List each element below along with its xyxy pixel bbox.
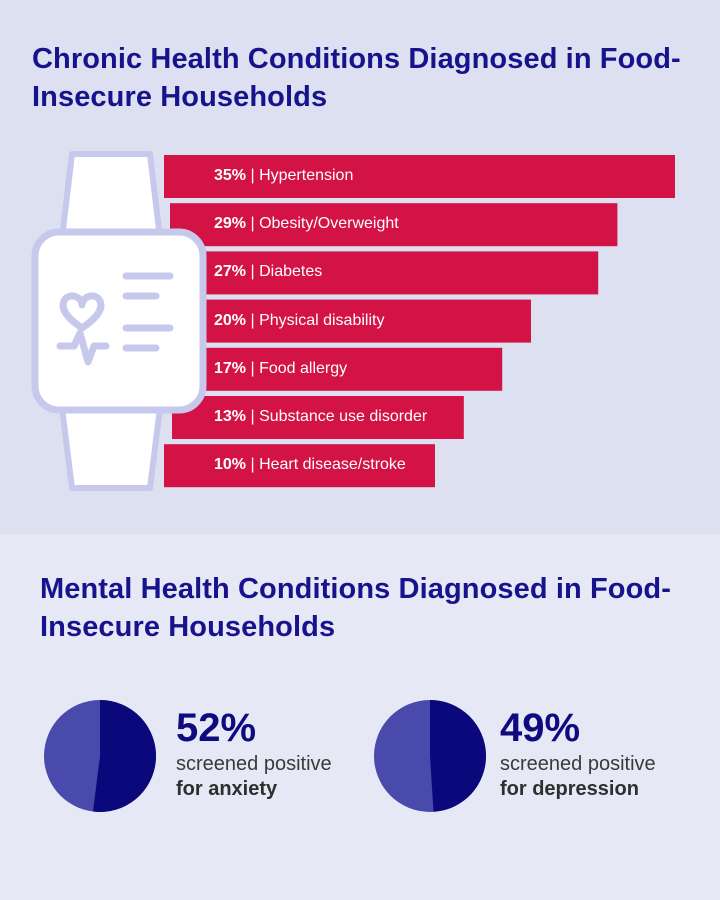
- bar-physical-disability: [204, 299, 531, 343]
- anxiety-percent: 52%: [176, 706, 257, 750]
- anxiety-condition: for anxiety: [176, 778, 278, 800]
- heart-icon: [59, 292, 105, 332]
- depression-stat: 49% screened positive for depression: [370, 700, 700, 820]
- bar-label: 17% | Food allergy: [214, 359, 347, 379]
- bar-food-allergy: [168, 347, 503, 391]
- bar-value-label: 17%: [214, 359, 247, 377]
- bar-value-label: 35%: [214, 167, 247, 184]
- bar-category-label: | Hypertension: [246, 167, 354, 184]
- bar-value-label: 13%: [214, 408, 247, 425]
- bar-label: 27% | Diabetes: [214, 262, 322, 282]
- anxiety-caption: screened positive: [176, 753, 332, 775]
- bar-substance-use-disorder: [172, 396, 464, 439]
- bar-category-label: | Food allergy: [246, 359, 348, 377]
- bar-label: 13% | Substance use disorder: [214, 407, 427, 427]
- bar-category-label: | Substance use disorder: [246, 408, 428, 425]
- bar-label: 35% | Hypertension: [214, 166, 353, 186]
- bar-value-label: 29%: [214, 215, 247, 233]
- bar-category-label: | Obesity/Overweight: [246, 215, 399, 233]
- bar-label: 10% | Heart disease/stroke: [214, 455, 406, 475]
- watch-face: [31, 228, 207, 414]
- depression-caption: screened positive: [500, 753, 656, 775]
- bar-obesity-overweight: [170, 203, 618, 247]
- bar-value-label: 27%: [214, 263, 247, 281]
- smartwatch-health-icon: [31, 151, 207, 491]
- bar-heart-disease-stroke: [164, 444, 435, 488]
- pulse-icon: [56, 329, 110, 366]
- bar-category-label: | Physical disability: [246, 311, 385, 329]
- anxiety-pie-chart: [44, 700, 156, 812]
- watch-band-bottom: [59, 405, 163, 491]
- chronic-title: Chronic Health Conditions Diagnosed in F…: [32, 43, 681, 113]
- bar-label: 20% | Physical disability: [214, 311, 384, 331]
- bar-value-label: 10%: [214, 456, 247, 474]
- mental-title: Mental Health Conditions Diagnosed in Fo…: [40, 573, 671, 643]
- bar-label: 29% | Obesity/Overweight: [214, 214, 399, 234]
- bar-hypertension: [164, 155, 675, 198]
- depression-condition: for depression: [500, 778, 639, 800]
- depression-percent: 49%: [500, 706, 581, 750]
- bar-category-label: | Diabetes: [246, 263, 323, 281]
- pie-value-slice: [430, 700, 487, 812]
- pie-value-slice: [92, 700, 156, 812]
- bar-value-label: 20%: [214, 311, 247, 329]
- bar-diabetes: [198, 251, 599, 295]
- depression-pie-chart: [374, 700, 487, 812]
- anxiety-stat: 52% screened positive for anxiety: [40, 700, 360, 820]
- chronic-bar-chart: [164, 155, 675, 488]
- bar-category-label: | Heart disease/stroke: [246, 456, 406, 474]
- watch-band-top: [59, 151, 163, 241]
